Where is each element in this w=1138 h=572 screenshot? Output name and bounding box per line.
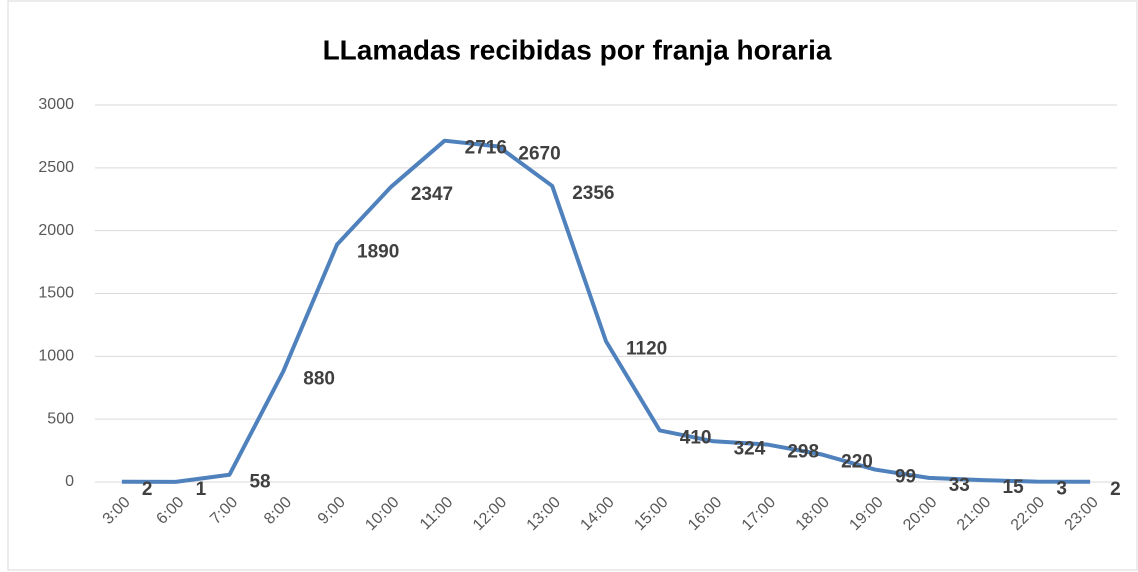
data-label: 2356 [572, 183, 614, 204]
chart-border [7, 0, 1138, 571]
x-tick-label: 22:00 [1008, 494, 1048, 534]
x-tick-label: 15:00 [631, 494, 671, 534]
data-label: 58 [249, 472, 270, 493]
x-tick-label: 8:00 [261, 494, 295, 528]
x-tick-label: 23:00 [1062, 494, 1102, 534]
x-tick-label: 21:00 [954, 494, 994, 534]
x-tick-label: 19:00 [846, 494, 886, 534]
x-tick-label: 12:00 [470, 494, 510, 534]
data-label: 2716 [465, 138, 507, 159]
x-tick-label: 13:00 [524, 494, 564, 534]
y-tick-label: 3000 [38, 96, 74, 113]
x-tick-label: 9:00 [315, 494, 349, 528]
data-label: 15 [1003, 477, 1025, 498]
data-label: 2 [1110, 479, 1121, 500]
data-label: 2670 [518, 143, 560, 164]
data-label: 99 [895, 467, 916, 488]
y-tick-label: 500 [47, 410, 74, 427]
x-tick-label: 6:00 [153, 494, 187, 528]
data-label: 2347 [411, 184, 453, 205]
x-tick-label: 17:00 [739, 494, 779, 534]
chart-title: LLamadas recibidas por franja horaria [323, 34, 832, 65]
y-tick-label: 1500 [38, 285, 74, 302]
x-tick-label: 3:00 [100, 494, 134, 528]
x-tick-label: 7:00 [207, 494, 241, 528]
y-tick-label: 2000 [38, 222, 74, 239]
line-series [121, 138, 1091, 484]
data-label: 880 [303, 368, 335, 389]
data-label: 1120 [626, 338, 667, 359]
data-label: 1 [196, 479, 207, 500]
data-label: 298 [787, 442, 819, 463]
y-tick-label: 1000 [38, 348, 74, 365]
y-tick-label: 2500 [38, 159, 74, 176]
y-tick-label: 0 [65, 473, 74, 490]
data-label: 33 [949, 475, 970, 496]
x-tick-label: 11:00 [417, 494, 457, 534]
x-tick-label: 18:00 [793, 494, 833, 534]
data-label: 1890 [357, 242, 399, 263]
x-tick-label: 16:00 [685, 494, 725, 534]
x-tick-label: 20:00 [900, 494, 940, 534]
x-tick-label: 10:00 [362, 494, 402, 534]
data-label: 2 [142, 479, 153, 500]
x-tick-label: 14:00 [577, 494, 617, 534]
data-label: 324 [734, 438, 766, 459]
data-label: 410 [680, 427, 712, 448]
data-label: 220 [841, 451, 873, 472]
data-label: 3 [1056, 479, 1067, 500]
